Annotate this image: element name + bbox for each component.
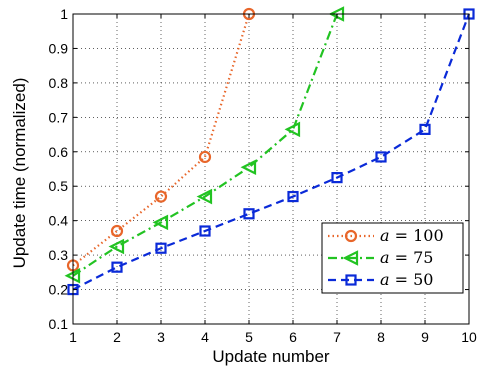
x-tick-label: 1: [69, 329, 77, 345]
data-point: [198, 150, 212, 164]
x-tick-label: 7: [333, 329, 341, 345]
x-tick-label: 5: [245, 329, 253, 345]
series-1: [64, 6, 345, 284]
data-point: [419, 123, 431, 135]
series-line: [72, 13, 251, 267]
legend: a = 100 a = 75 a = 50: [321, 222, 464, 294]
y-tick-label: 1: [60, 6, 68, 22]
legend-entry: a = 75: [328, 248, 433, 267]
legend-marker: [345, 274, 357, 286]
data-point: [108, 238, 125, 255]
x-tick-label: 4: [201, 329, 209, 345]
y-tick-label: 0.8: [49, 75, 69, 91]
data-point: [331, 172, 343, 184]
series-line: [72, 13, 471, 291]
data-point: [287, 190, 299, 203]
legend-label: a = 50: [380, 270, 433, 289]
x-tick-labels: 1 2 3 4 5 6 7 8 9 10: [69, 329, 477, 345]
data-point: [243, 208, 255, 220]
series-layer: [64, 6, 475, 296]
legend-entry: a = 50: [328, 270, 433, 289]
x-axis-label: Update number: [212, 347, 330, 366]
y-tick-label: 0.5: [49, 178, 69, 194]
x-tick-label: 6: [289, 329, 297, 345]
data-point: [110, 224, 124, 238]
legend-label: a = 75: [380, 248, 433, 267]
data-point: [240, 159, 257, 176]
y-tick-label: 0.4: [49, 213, 69, 229]
x-tick-label: 10: [461, 329, 477, 345]
data-point: [284, 121, 301, 138]
legend-marker: [344, 229, 358, 243]
y-tick-label: 0.7: [49, 109, 69, 125]
series-line: [72, 13, 339, 277]
data-point: [154, 190, 168, 203]
x-tick-label: 8: [377, 329, 385, 345]
data-point: [375, 151, 387, 163]
legend-label: a = 100: [380, 226, 444, 245]
data-point: [196, 188, 213, 205]
plot-frame: [72, 13, 470, 325]
data-point: [155, 242, 167, 254]
y-tick-label: 0.6: [49, 144, 69, 160]
y-axis-label: Update time (normalized): [10, 78, 29, 269]
y-tick-label: 0.1: [49, 316, 69, 332]
x-tick-label: 3: [157, 329, 165, 345]
x-tick-label: 9: [421, 329, 429, 345]
data-point: [111, 261, 123, 273]
y-tick-label: 0.9: [49, 40, 69, 56]
y-tick-label: 0.2: [49, 282, 69, 298]
legend-marker: [342, 250, 359, 266]
y-tick-labels: 0.1 0.2 0.3 0.4 0.5 0.6 0.7 0.8 0.9 1: [49, 6, 69, 332]
axis-ticks: [72, 13, 470, 325]
y-tick-label: 0.3: [49, 247, 69, 263]
legend-entry: a = 100: [328, 226, 444, 245]
x-tick-label: 2: [113, 329, 121, 345]
data-point: [152, 214, 169, 231]
data-point: [199, 225, 211, 237]
